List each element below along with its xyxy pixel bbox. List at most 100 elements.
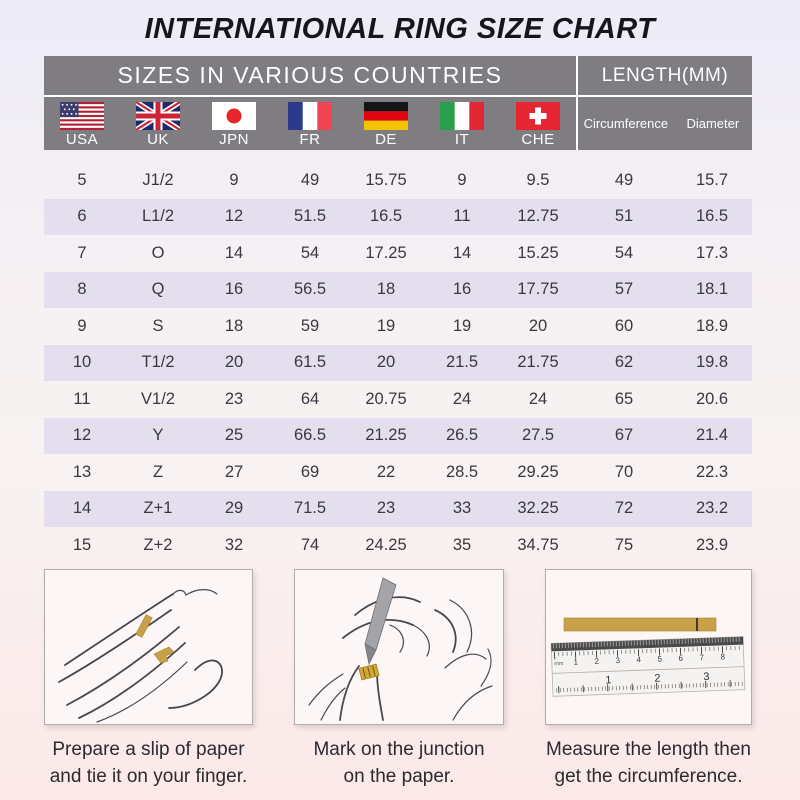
ruler-inch-numbers: 1 2 3: [605, 671, 709, 687]
country-header-che: CHE: [500, 98, 576, 149]
size-cell: 75: [614, 535, 634, 554]
size-cell: 57: [614, 280, 634, 299]
size-cell: 14: [224, 243, 244, 262]
size-cell: Z+2: [143, 535, 173, 554]
size-cell: 32.25: [517, 499, 559, 518]
country-header-de: DE: [348, 98, 424, 149]
svg-text:1: 1: [573, 657, 578, 666]
size-cell: 11: [453, 207, 471, 226]
size-cell: 35: [452, 535, 472, 554]
size-cell: 18.1: [695, 280, 729, 299]
size-row-usa-14: 14 Z+1 29 71.5 23 33 32.25 72 23.2: [44, 490, 752, 527]
svg-text:7: 7: [699, 653, 704, 662]
country-header-uk: UK: [120, 98, 196, 149]
size-cell: 49: [614, 170, 634, 189]
size-cell: T1/2: [141, 353, 175, 372]
size-cell: 20.6: [695, 389, 729, 408]
size-cell: J1/2: [142, 170, 174, 189]
size-table-body: 5 J1/2 9 49 15.75 9 9.5 49 15.7 6 L1/2 12 51.5 16.5 11…: [44, 162, 752, 564]
size-cell: 15.7: [695, 170, 729, 189]
size-cell: 18: [224, 316, 244, 335]
size-cell: 9: [457, 170, 467, 189]
size-cell: 32: [224, 535, 244, 554]
size-cell: 15.25: [517, 243, 559, 262]
size-row-usa-9: 9 S 18 59 19 19 20 60 18.9: [44, 308, 752, 345]
page-title: INTERNATIONAL RING SIZE CHART: [144, 13, 656, 45]
country-code-label: FR: [299, 131, 321, 148]
size-cell: 54: [614, 243, 634, 262]
instruction-step-2: Mark on the junction on the paper.: [294, 569, 504, 790]
size-cell: 15.75: [365, 170, 407, 189]
size-row-usa-7: 7 O 14 54 17.25 14 15.25 54 17.3: [44, 235, 752, 272]
country-header-fr: FR: [272, 98, 348, 149]
size-cell: 19.8: [695, 353, 729, 372]
size-cell: 67: [614, 426, 634, 445]
instruction-caption: Measure the length then get the circumfe…: [546, 739, 751, 787]
size-cell: 34.75: [517, 535, 559, 554]
size-row-usa-15: 15 Z+2 32 74 24.25 35 34.75 75 23.9: [44, 527, 752, 564]
size-cell: 19: [376, 316, 396, 335]
length-column-header-diameter: Diameter: [686, 116, 740, 131]
size-cell: 27: [224, 462, 244, 481]
size-cell: 20.75: [365, 389, 407, 408]
size-cell: 12.75: [517, 207, 559, 226]
size-cell: 25: [224, 426, 244, 445]
size-cell: 72: [614, 499, 634, 518]
size-cell: Z+1: [143, 499, 173, 518]
size-cell: 23.2: [695, 499, 729, 518]
size-cell: 18: [376, 280, 396, 299]
size-cell: 21.5: [445, 353, 479, 372]
paper-strip-flat: [563, 617, 717, 632]
country-code-label: CHE: [521, 131, 555, 148]
size-cell: 56.5: [293, 280, 327, 299]
paper-strip-band: [358, 663, 380, 681]
size-cell: 28.5: [445, 462, 479, 481]
size-row-usa-13: 13 Z 27 69 22 28.5 29.25 70 22.3: [44, 454, 752, 491]
instruction-caption: Mark on the junction on the paper.: [313, 739, 485, 787]
flags-header-row: USA UK JPN FR DE IT CHE: [44, 97, 576, 150]
size-cell: 17.3: [695, 243, 729, 262]
size-cell: S: [152, 316, 164, 335]
countries-header-section: SIZES IN VARIOUS COUNTRIES USA UK JPN FR…: [44, 56, 578, 150]
country-header-it: IT: [424, 98, 500, 149]
size-cell: 29: [224, 499, 244, 518]
hand-outline: [58, 589, 223, 723]
size-cell: 69: [300, 462, 320, 481]
instructions: Prepare a slip of paper and tie it on yo…: [44, 569, 752, 790]
instruction-caption: Prepare a slip of paper and tie it on yo…: [49, 739, 248, 787]
size-cell: 10: [72, 353, 92, 372]
size-cell: 17.25: [365, 243, 407, 262]
svg-text:1: 1: [605, 674, 612, 686]
instruction-step-1: Prepare a slip of paper and tie it on yo…: [44, 569, 253, 790]
marking-hands-illustration: [308, 577, 493, 721]
size-cell: 21.75: [517, 353, 559, 372]
size-cell: 14: [72, 499, 92, 518]
size-cell: 7: [77, 243, 87, 262]
usa-flag-icon: [60, 102, 104, 130]
size-cell: L1/2: [141, 207, 175, 226]
svg-text:2: 2: [594, 657, 599, 666]
country-code-label: JPN: [219, 131, 249, 148]
size-row-usa-10: 10 T1/2 20 61.5 20 21.5 21.75 62 19.8: [44, 344, 752, 381]
size-cell: 23.9: [695, 535, 729, 554]
size-cell: 54: [300, 243, 320, 262]
jpn-flag-icon: [212, 102, 256, 130]
country-code-label: UK: [147, 131, 169, 148]
uk-flag-icon: [136, 102, 180, 130]
size-cell: V1/2: [141, 389, 175, 408]
svg-text:3: 3: [615, 656, 620, 665]
svg-text:5: 5: [657, 654, 662, 663]
size-cell: 24: [452, 389, 472, 408]
country-code-label: DE: [375, 131, 397, 148]
hand-with-paper-strip-box: [44, 569, 253, 725]
size-cell: 21.4: [695, 426, 729, 445]
size-cell: 61.5: [293, 353, 327, 372]
svg-text:mm: mm: [554, 661, 564, 667]
size-cell: 29.25: [517, 462, 559, 481]
size-cell: 15: [72, 535, 92, 554]
size-cell: 23: [376, 499, 396, 518]
svg-text:4: 4: [636, 655, 641, 664]
